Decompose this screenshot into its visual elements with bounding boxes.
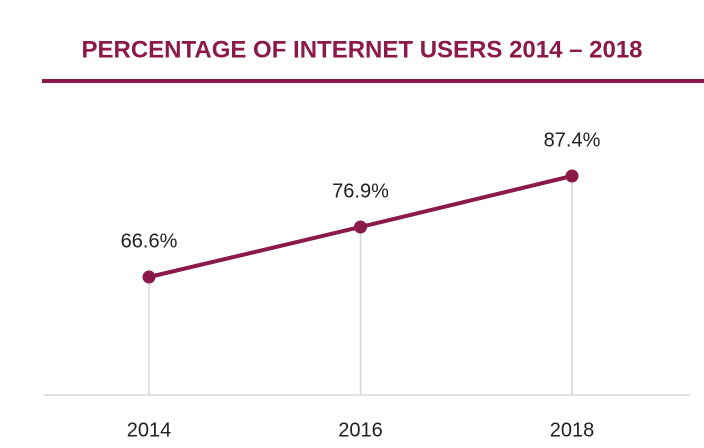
point [354, 220, 367, 234]
x-tick-label: 2016 [338, 419, 383, 441]
x-tick-label: 2014 [127, 419, 172, 441]
data-label: 66.6% [121, 230, 178, 252]
point [142, 270, 156, 284]
chart-title: PERCENTAGE OF INTERNET USERS 2014 – 2018 [81, 36, 642, 63]
x-tick-label: 2018 [550, 419, 595, 441]
data-label: 76.9% [332, 180, 389, 202]
point [565, 169, 579, 183]
data-label: 87.4% [544, 129, 601, 151]
title-rule [42, 79, 704, 83]
